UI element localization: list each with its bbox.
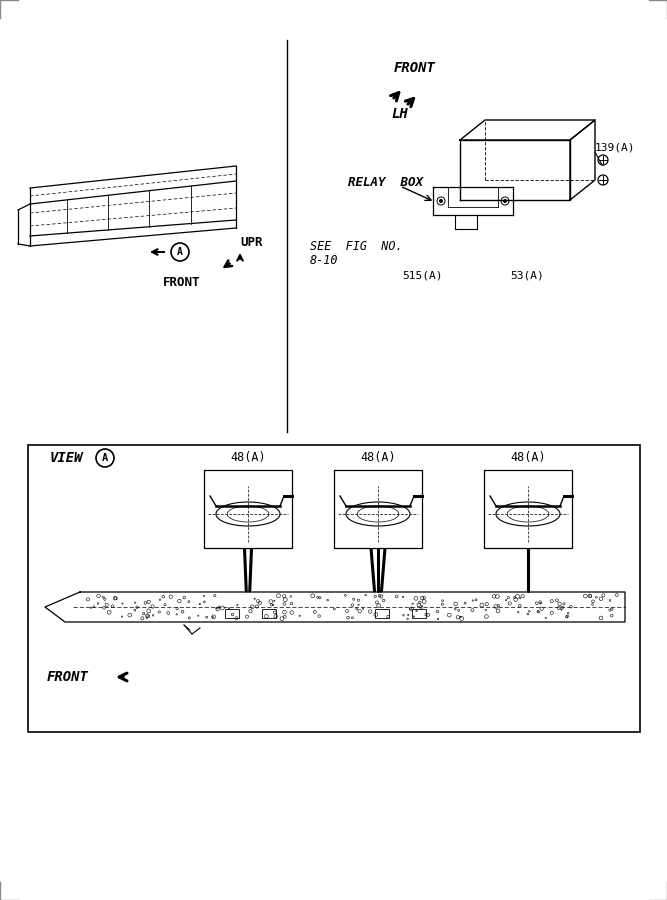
Text: 48(A): 48(A) bbox=[360, 451, 396, 464]
Text: A: A bbox=[102, 453, 108, 463]
Text: UPR: UPR bbox=[241, 237, 263, 249]
Bar bbox=[262, 609, 276, 618]
Bar bbox=[28, 445, 640, 732]
Text: FRONT: FRONT bbox=[394, 61, 436, 75]
Text: 48(A): 48(A) bbox=[510, 451, 546, 464]
Bar bbox=[412, 609, 426, 618]
Text: RELAY  BOX: RELAY BOX bbox=[348, 176, 423, 188]
Text: 139(A): 139(A) bbox=[595, 143, 636, 153]
Circle shape bbox=[503, 199, 507, 203]
Text: SEE  FIG  NO.: SEE FIG NO. bbox=[310, 240, 403, 254]
Text: FRONT: FRONT bbox=[47, 670, 89, 684]
Text: LH: LH bbox=[392, 107, 408, 121]
Bar bbox=[334, 470, 422, 548]
Text: 515(A): 515(A) bbox=[402, 271, 442, 281]
Text: FRONT: FRONT bbox=[163, 275, 201, 289]
Bar bbox=[484, 470, 572, 548]
Text: A: A bbox=[177, 247, 183, 257]
Text: 53(A): 53(A) bbox=[510, 271, 544, 281]
Bar bbox=[204, 470, 292, 548]
Text: VIEW: VIEW bbox=[50, 451, 83, 465]
Bar bbox=[225, 609, 239, 618]
Bar bbox=[375, 609, 389, 618]
Circle shape bbox=[439, 199, 443, 203]
Text: 48(A): 48(A) bbox=[230, 451, 266, 464]
Text: 8-10: 8-10 bbox=[310, 254, 338, 266]
Polygon shape bbox=[45, 592, 625, 622]
